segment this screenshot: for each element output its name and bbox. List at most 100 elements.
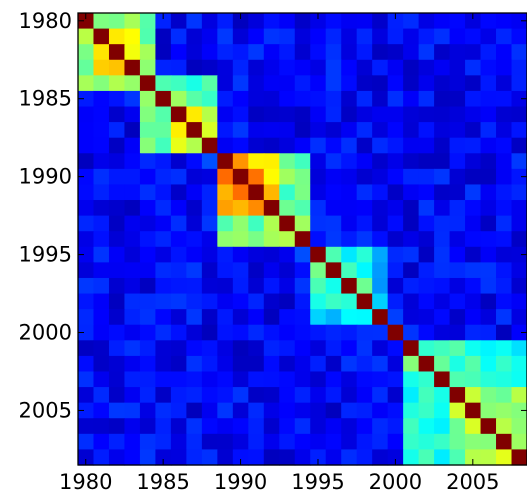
heatmap-cell [496, 153, 513, 170]
heatmap-cell [201, 371, 218, 388]
heatmap-cell [465, 106, 482, 123]
heatmap-cell [78, 433, 95, 451]
heatmap-cell [449, 44, 466, 61]
heatmap-cell [263, 184, 280, 201]
heatmap-cell [248, 246, 265, 263]
heatmap-cell [201, 215, 218, 232]
heatmap-cell [434, 449, 451, 466]
heatmap-cell [418, 402, 435, 419]
heatmap-cell [310, 106, 327, 123]
heatmap-cell [263, 449, 280, 466]
heatmap-cell [170, 13, 187, 30]
heatmap-cell [279, 184, 296, 201]
heatmap-cell [232, 215, 249, 232]
heatmap-cell [325, 293, 342, 310]
heatmap-cell [108, 371, 126, 388]
heatmap-cell [496, 387, 513, 404]
heatmap-cell [449, 168, 466, 186]
heatmap-cell [387, 137, 404, 154]
heatmap-cell [387, 309, 404, 326]
heatmap-cell [372, 28, 389, 45]
heatmap-cell [465, 262, 482, 279]
heatmap-cell [511, 309, 527, 326]
heatmap-cell [155, 13, 172, 30]
heatmap-cell [108, 293, 126, 310]
heatmap-cell [496, 371, 513, 388]
heatmap-cell [170, 59, 187, 76]
heatmap-cell [294, 293, 311, 310]
heatmap-cell [201, 231, 218, 248]
heatmap-cell [93, 215, 110, 232]
heatmap-cell [434, 28, 451, 45]
heatmap-cell [480, 59, 497, 76]
heatmap-cell [418, 59, 435, 76]
heatmap-cell [232, 90, 249, 108]
heatmap-cell [248, 28, 265, 45]
heatmap-cell [418, 449, 435, 466]
heatmap-cell [387, 433, 404, 451]
heatmap-cell [449, 340, 466, 357]
heatmap-cell [325, 215, 342, 232]
heatmap-cell [124, 418, 141, 435]
heatmap-cell [480, 28, 497, 45]
heatmap-cell [108, 215, 126, 232]
heatmap-cell [434, 340, 451, 357]
heatmap-cell [186, 122, 203, 139]
heatmap-cell [341, 293, 358, 310]
heatmap-cell [263, 418, 280, 435]
heatmap-cell [356, 433, 373, 451]
heatmap-cell [93, 449, 110, 466]
heatmap-cell [387, 418, 404, 435]
heatmap-cell [341, 59, 358, 76]
heatmap-cell [93, 168, 110, 186]
heatmap-cell [511, 262, 527, 279]
heatmap-cell [496, 75, 513, 92]
heatmap-cell [465, 418, 482, 435]
heatmap-cell [511, 449, 527, 466]
heatmap-cell [372, 309, 389, 326]
heatmap-cell [480, 44, 497, 61]
heatmap-cell [279, 200, 296, 217]
heatmap-cell [232, 340, 249, 357]
heatmap-cell [387, 246, 404, 263]
heatmap-cell [139, 433, 157, 451]
heatmap-cell [93, 122, 110, 139]
heatmap-cell [418, 75, 435, 92]
heatmap-cell [217, 277, 234, 295]
heatmap-cell [248, 277, 265, 295]
heatmap-cell [201, 309, 218, 326]
heatmap-cell [294, 28, 311, 45]
heatmap-cell [511, 402, 527, 419]
heatmap-cell [294, 168, 311, 186]
heatmap-cell [310, 231, 327, 248]
heatmap-cell [511, 215, 527, 232]
heatmap-cell [232, 28, 249, 45]
heatmap-cell [480, 246, 497, 263]
heatmap-cell [232, 200, 249, 217]
heatmap-cell [93, 200, 110, 217]
heatmap-cell [155, 324, 172, 341]
heatmap-cell [170, 184, 187, 201]
heatmap-cell [387, 122, 404, 139]
heatmap-cell [325, 231, 342, 248]
heatmap-cell [108, 309, 126, 326]
heatmap-cell [449, 215, 466, 232]
heatmap-cell [418, 309, 435, 326]
heatmap-cell [124, 28, 141, 45]
heatmap-cell [449, 59, 466, 76]
heatmap-cell [248, 402, 265, 419]
heatmap-cell [201, 13, 218, 30]
heatmap-cell [372, 262, 389, 279]
heatmap-cell [418, 168, 435, 186]
heatmap-cell [232, 106, 249, 123]
heatmap-cell [170, 231, 187, 248]
heatmap-cell [403, 418, 420, 435]
heatmap-cell [372, 402, 389, 419]
heatmap-cell [232, 418, 249, 435]
heatmap-cell [372, 231, 389, 248]
x-tick-label: 1980 [59, 470, 112, 492]
heatmap-cell [372, 122, 389, 139]
heatmap-cell [78, 231, 95, 248]
heatmap-cell [511, 153, 527, 170]
